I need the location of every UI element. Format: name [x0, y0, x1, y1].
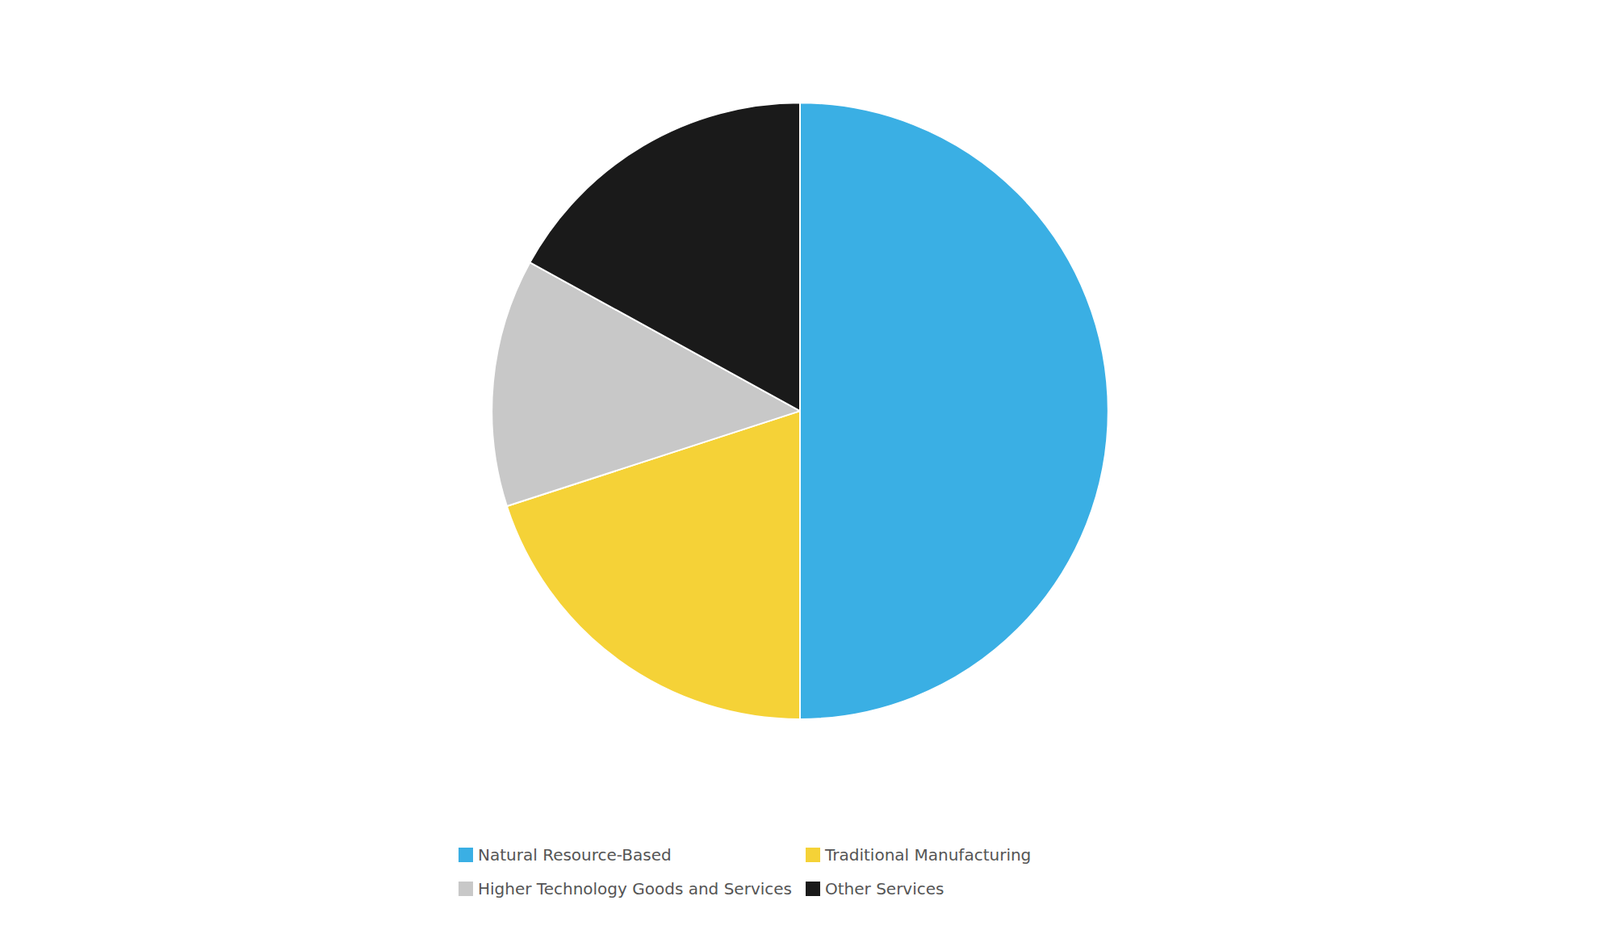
svg-text:Natural Resource-Based: Natural Resource-Based — [477, 845, 672, 865]
svg-text:Traditional Manufacturing: Traditional Manufacturing — [824, 845, 1031, 865]
svg-text:Higher Technology Goods and Se: Higher Technology Goods and Services — [477, 879, 792, 899]
svg-text:Other Services: Other Services — [825, 879, 944, 899]
